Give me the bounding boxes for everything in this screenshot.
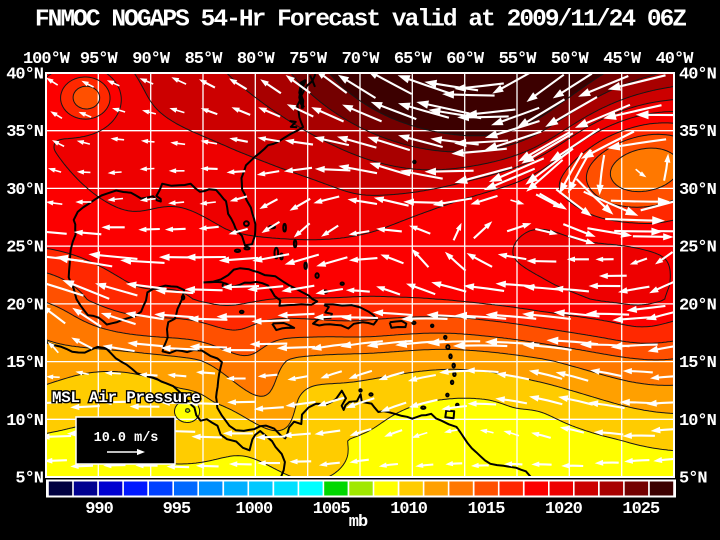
svg-text:10°N: 10°N	[679, 412, 717, 431]
svg-text:10°N: 10°N	[6, 412, 44, 431]
svg-text:25°N: 25°N	[679, 239, 717, 258]
svg-text:40°W: 40°W	[656, 50, 695, 69]
svg-text:25°N: 25°N	[6, 239, 44, 258]
svg-text:80°W: 80°W	[237, 50, 276, 69]
svg-text:60°W: 60°W	[446, 50, 485, 69]
svg-text:100°W: 100°W	[23, 50, 71, 69]
svg-text:85°W: 85°W	[185, 50, 224, 69]
svg-text:1020: 1020	[545, 500, 583, 519]
svg-text:30°N: 30°N	[679, 181, 717, 200]
svg-text:40°N: 40°N	[679, 66, 717, 85]
svg-text:1025: 1025	[622, 500, 660, 519]
svg-text:90°W: 90°W	[132, 50, 171, 69]
svg-text:5°N: 5°N	[679, 470, 707, 489]
svg-text:70°W: 70°W	[342, 50, 381, 69]
svg-text:MSL Air Pressure: MSL Air Pressure	[52, 389, 200, 407]
svg-text:mb: mb	[349, 513, 368, 532]
svg-text:30°N: 30°N	[6, 181, 44, 200]
svg-text:55°W: 55°W	[499, 50, 538, 69]
svg-text:75°W: 75°W	[289, 50, 328, 69]
svg-text:10.0 m/s: 10.0 m/s	[94, 431, 159, 446]
svg-text:40°N: 40°N	[6, 66, 44, 85]
svg-text:95°W: 95°W	[80, 50, 119, 69]
svg-text:5°N: 5°N	[15, 470, 43, 489]
svg-text:20°N: 20°N	[679, 296, 717, 315]
svg-text:50°W: 50°W	[551, 50, 590, 69]
svg-text:FNMOC NOGAPS 54-Hr Forecast va: FNMOC NOGAPS 54-Hr Forecast valid at 200…	[35, 7, 687, 34]
svg-text:1010: 1010	[390, 500, 428, 519]
svg-text:20°N: 20°N	[6, 296, 44, 315]
svg-text:65°W: 65°W	[394, 50, 433, 69]
svg-text:45°W: 45°W	[603, 50, 642, 69]
svg-text:990: 990	[85, 500, 113, 519]
svg-text:15°N: 15°N	[6, 354, 44, 373]
svg-text:1005: 1005	[313, 500, 351, 519]
svg-text:995: 995	[163, 500, 191, 519]
svg-text:35°N: 35°N	[679, 123, 717, 142]
svg-text:1015: 1015	[468, 500, 506, 519]
svg-text:15°N: 15°N	[679, 354, 717, 373]
svg-text:1000: 1000	[235, 500, 273, 519]
svg-text:35°N: 35°N	[6, 123, 44, 142]
